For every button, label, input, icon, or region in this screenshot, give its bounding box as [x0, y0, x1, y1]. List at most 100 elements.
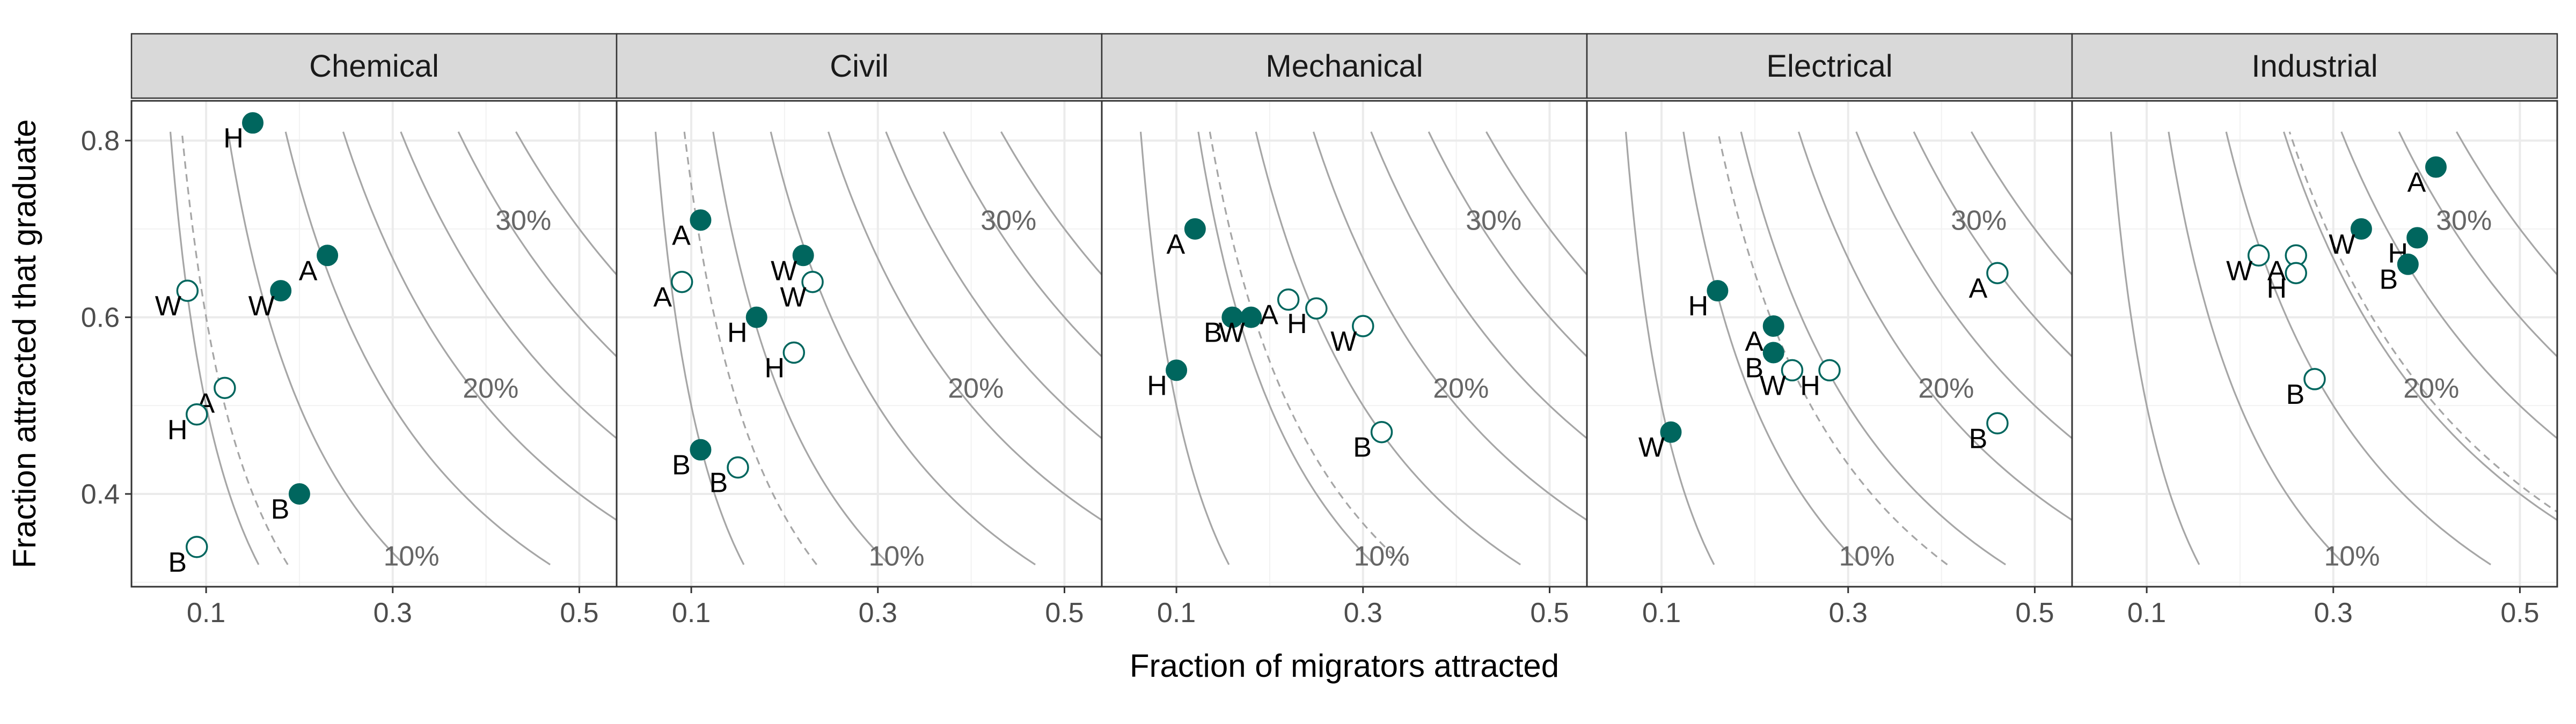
- dashed-baseline-contour: [2288, 131, 2557, 513]
- data-point-label: W: [780, 282, 807, 313]
- data-point-filled: [2425, 156, 2447, 178]
- facet-strip-label: Industrial: [2251, 49, 2377, 84]
- contour-label: 20%: [1918, 373, 1974, 404]
- x-tick-label: 0.3: [859, 597, 897, 629]
- dashed-baseline-contour: [1209, 131, 1404, 565]
- data-point-label: A: [653, 282, 672, 313]
- contour-line: [2168, 131, 2346, 565]
- data-point-label: H: [1147, 370, 1167, 401]
- data-point-label: H: [223, 123, 244, 154]
- facet-strip-label: Mechanical: [1265, 49, 1423, 84]
- contour-line: [515, 131, 617, 276]
- contour-line: [284, 131, 551, 566]
- contour-line: [457, 131, 617, 358]
- data-point-filled: [317, 245, 339, 267]
- contour-line: [169, 131, 260, 565]
- contour-line: [1370, 131, 1587, 440]
- data-point-open: [1305, 297, 1328, 320]
- data-point-label: W: [248, 291, 275, 322]
- data-point-open: [801, 270, 824, 293]
- data-point-label: W: [1760, 370, 1786, 401]
- data-point-label: B: [2380, 264, 2398, 295]
- contour-line: [1428, 131, 1587, 358]
- data-point-label: H: [167, 415, 188, 446]
- y-tick-label: 0.6: [81, 302, 120, 334]
- facet-strip: [2071, 33, 2558, 99]
- data-point-label: H: [1800, 370, 1820, 401]
- data-point-open: [1818, 359, 1841, 382]
- data-point-open: [1277, 288, 1300, 311]
- x-tick-label: 0.1: [1157, 597, 1196, 629]
- data-point-filled: [288, 483, 310, 505]
- contour-label: 10%: [383, 541, 439, 572]
- data-point-label: H: [1688, 291, 1709, 322]
- data-point-filled: [242, 112, 264, 134]
- contour-label: 30%: [495, 205, 551, 236]
- contour-line: [2340, 131, 2557, 440]
- contour-label: 10%: [1353, 541, 1409, 572]
- facet-strip: [1586, 33, 2073, 99]
- contour-line: [2398, 131, 2557, 358]
- data-point-filled: [1660, 421, 1682, 443]
- data-point-label: B: [2286, 379, 2305, 410]
- contour-line: [227, 131, 405, 565]
- x-tick-label: 0.1: [1642, 597, 1681, 629]
- x-tick-label: 0.5: [2015, 597, 2054, 629]
- contour-line: [770, 131, 1036, 566]
- contour-line: [1740, 131, 2006, 566]
- data-point-label: A: [1167, 229, 1185, 260]
- data-point-label: B: [1204, 317, 1223, 349]
- contour-label: 30%: [980, 205, 1036, 236]
- contour-line: [2456, 131, 2557, 276]
- contour-line: [1855, 131, 2072, 440]
- contour-line: [2282, 131, 2557, 521]
- facet-strip: [130, 33, 618, 99]
- panel-plot-area: 10%20%30%AA HBW WHB: [1102, 101, 1587, 587]
- facet-strip: [616, 33, 1103, 99]
- facet-strip-label: Chemical: [309, 49, 439, 84]
- data-point-label: H: [2266, 273, 2287, 304]
- data-point-open: [670, 270, 693, 293]
- contour-line: [342, 131, 617, 521]
- data-point-label: A: [2407, 167, 2426, 198]
- contour-label: 30%: [1466, 205, 1521, 236]
- data-point-label: W: [1638, 432, 1665, 463]
- data-point-filled: [2406, 227, 2428, 249]
- x-tick-label: 0.5: [560, 597, 598, 629]
- contour-label: 10%: [2324, 541, 2380, 572]
- contour-line: [400, 131, 617, 440]
- contour-label: 10%: [868, 541, 924, 572]
- contour-line: [885, 131, 1102, 440]
- panel-border: [2071, 100, 2558, 588]
- y-tick-label: 0.8: [81, 125, 120, 157]
- data-point-label: B: [709, 468, 728, 499]
- data-point-label: B: [168, 547, 187, 578]
- data-point-label: A: [2267, 255, 2286, 286]
- panel-plot-area: 10%20%30%AW HBW AHB: [2072, 101, 2557, 587]
- data-point-open: [2303, 368, 2326, 390]
- contour-label: 20%: [463, 373, 518, 404]
- x-tick-label: 0.3: [2314, 597, 2353, 629]
- contour-line: [1682, 131, 1861, 565]
- data-point-filled: [745, 306, 767, 328]
- contour-line: [2110, 131, 2200, 565]
- contour-line: [1312, 131, 1587, 521]
- data-point-open: [185, 536, 208, 558]
- data-point-label: A: [1969, 273, 1988, 304]
- contour-line: [1197, 131, 1375, 565]
- data-point-label: A: [299, 255, 318, 286]
- data-point-label: W: [2329, 229, 2355, 260]
- dashed-baseline-contour: [181, 131, 289, 565]
- contour-line: [1913, 131, 2072, 358]
- data-point-filled: [1762, 315, 1784, 337]
- contour-line: [1971, 131, 2072, 276]
- contour-line: [654, 131, 745, 565]
- data-point-label: W: [1330, 326, 1357, 357]
- contour-label: 20%: [1433, 373, 1489, 404]
